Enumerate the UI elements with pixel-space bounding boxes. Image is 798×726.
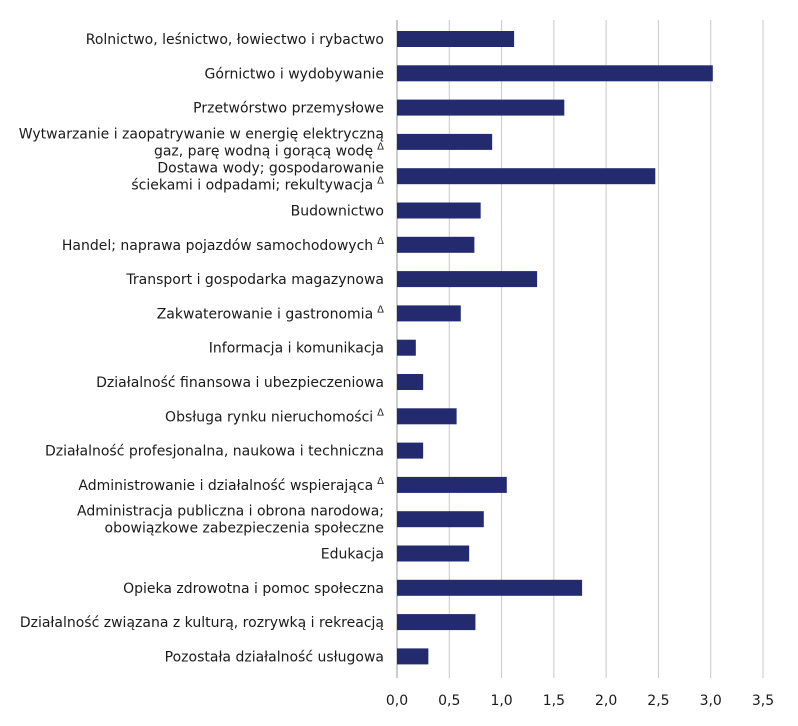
delta-marker: Δ <box>377 304 384 315</box>
bar <box>397 374 424 390</box>
x-tick-label: 1,0 <box>490 693 512 709</box>
category-label: Dostawa wody; gospodarowanie <box>157 161 384 177</box>
x-tick-label: 0,5 <box>438 693 460 709</box>
category-label: Opieka zdrowotna i pomoc społeczna <box>123 581 384 597</box>
x-tick-label: 3,5 <box>752 693 774 709</box>
bar <box>397 305 461 322</box>
bar <box>397 442 424 459</box>
bar <box>397 271 538 288</box>
category-label: Informacja i komunikacja <box>209 341 384 357</box>
category-label-layer: Rolnictwo, leśnictwo, łowiectwo i rybact… <box>19 32 384 665</box>
x-tick-label: 2,5 <box>647 693 669 709</box>
category-label: Górnictwo i wydobywanie <box>205 66 384 82</box>
x-tick-label: 3,0 <box>700 693 722 709</box>
category-label: Wytwarzanie i zaopatrywanie w energię el… <box>19 126 384 142</box>
category-label: gaz, parę wodną i gorącą wodę Δ <box>154 141 384 159</box>
category-label: Rolnictwo, leśnictwo, łowiectwo i rybact… <box>86 32 384 48</box>
category-label: Działalność profesjonalna, naukowa i tec… <box>45 444 384 460</box>
bar <box>397 202 481 219</box>
bar <box>397 133 493 150</box>
bar <box>397 545 470 562</box>
bar <box>397 65 713 82</box>
bar <box>397 31 515 47</box>
category-label: Edukacja <box>321 547 384 563</box>
x-tick-label: 2,0 <box>595 693 617 709</box>
bar <box>397 236 475 253</box>
delta-marker: Δ <box>377 141 384 152</box>
category-label: Handel; naprawa pojazdów samochodowych Δ <box>62 236 384 254</box>
bar <box>397 476 507 493</box>
grid-layer <box>396 20 764 678</box>
category-label: Budownictwo <box>291 204 384 220</box>
category-label: Transport i gospodarka magazynowa <box>125 272 384 288</box>
category-label: Administrowanie i działalność wspierając… <box>78 476 384 494</box>
bar <box>397 614 476 631</box>
delta-marker: Δ <box>377 476 384 487</box>
bar <box>397 579 583 596</box>
delta-marker: Δ <box>377 176 384 187</box>
bar <box>397 339 416 356</box>
delta-marker: Δ <box>377 407 384 418</box>
category-label: Pozostała działalność usługowa <box>165 649 384 665</box>
category-label: Obsługa rynku nieruchomości Δ <box>165 407 384 425</box>
category-label: Działalność finansowa i ubezpieczeniowa <box>96 375 384 391</box>
x-tick-label: 0,0 <box>386 693 408 709</box>
delta-marker: Δ <box>377 236 384 247</box>
bar-layer <box>397 31 713 665</box>
category-label: Zakwaterowanie i gastronomia Δ <box>157 304 384 322</box>
category-label: obowiązkowe zabezpieczenia społeczne <box>105 521 384 537</box>
bar <box>397 408 457 425</box>
x-tick-layer: 0,0 0,5 1,0 1,5 2,0 2,5 3,0 3,5 <box>386 693 774 709</box>
x-tick-label: 1,5 <box>543 693 565 709</box>
bar <box>397 168 656 185</box>
bar <box>397 511 484 528</box>
bar <box>397 99 565 116</box>
category-label: ściekami i odpadami; rekultywacja Δ <box>131 176 384 194</box>
category-label: Przetwórstwo przemysłowe <box>193 101 384 117</box>
category-label: Działalność związana z kulturą, rozrywką… <box>20 615 384 631</box>
category-label: Administracja publiczna i obrona narodow… <box>77 504 384 520</box>
bar <box>397 648 429 665</box>
